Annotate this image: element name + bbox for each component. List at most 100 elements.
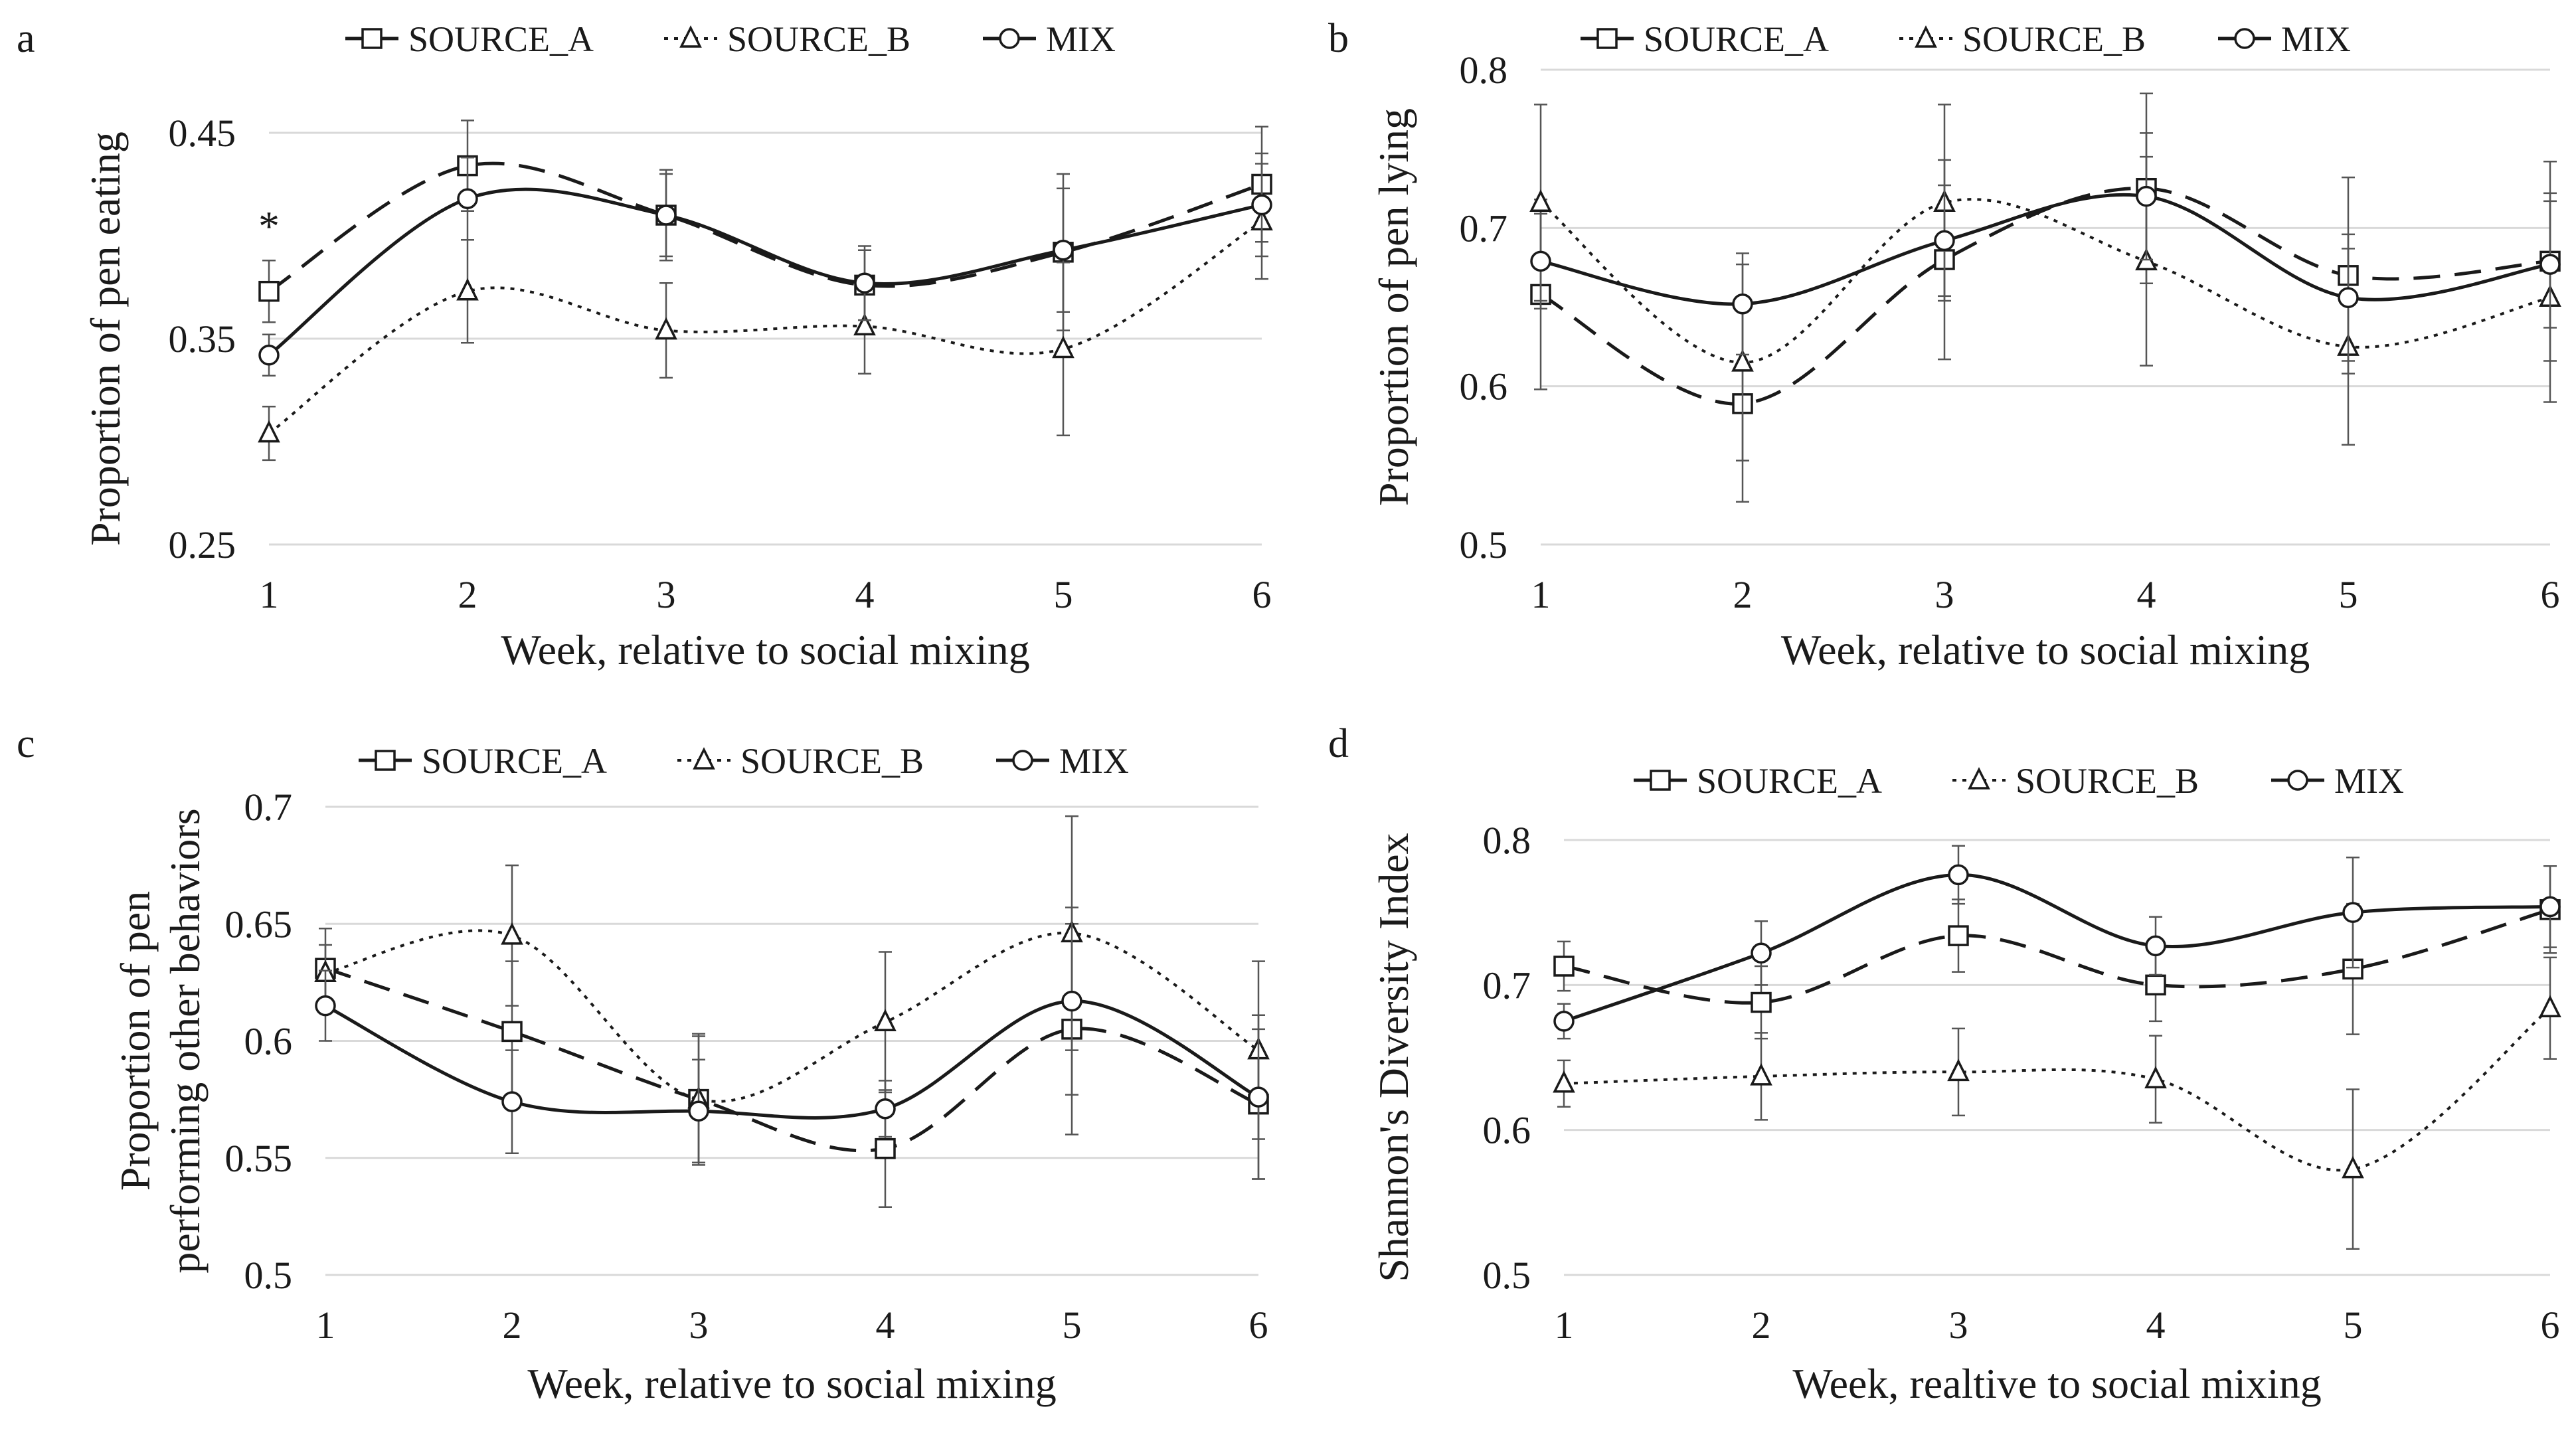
- data-point: [688, 1100, 709, 1122]
- data-point: [874, 1009, 897, 1032]
- x-tick-label: 6: [1249, 1304, 1268, 1347]
- data-point: [875, 1098, 896, 1120]
- data-point: [1251, 194, 1272, 216]
- data-point: [1751, 942, 1772, 964]
- x-tick-label: 4: [2137, 573, 2156, 616]
- legend-marker: [1968, 767, 1990, 790]
- x-tick-label: 6: [1252, 573, 1272, 616]
- series-source-b: [1529, 104, 2561, 462]
- x-tick-label: 3: [657, 573, 676, 616]
- data-point: [457, 188, 478, 209]
- x-tick-label: 1: [1555, 1304, 1574, 1347]
- y-tick-label: 0.5: [1460, 523, 1508, 566]
- series-mix: [1530, 132, 2561, 362]
- legend: SOURCE_A SOURCE_B MIX: [1634, 761, 2404, 801]
- x-tick-label: 3: [1949, 1304, 1968, 1347]
- y-tick-label: 0.45: [169, 112, 236, 155]
- legend-item: SOURCE_A: [359, 741, 607, 781]
- series-source-a: [315, 923, 1269, 1209]
- series-source-b: [1553, 956, 2561, 1250]
- series-line: [1539, 187, 2551, 406]
- series-line: [324, 999, 1260, 1120]
- y-tick-label: 0.7: [1483, 964, 1531, 1007]
- data-point: [501, 1091, 523, 1112]
- data-point: [854, 272, 875, 294]
- data-point: [1553, 1070, 1575, 1093]
- y-tick-label: 0.5: [244, 1254, 293, 1297]
- legend-label: SOURCE_A: [408, 19, 594, 59]
- x-tick-label: 5: [2339, 573, 2358, 616]
- x-tick-label: 6: [2541, 573, 2560, 616]
- panel-letter: a: [17, 16, 35, 61]
- data-point: [501, 922, 523, 945]
- data-point: [1530, 250, 1551, 272]
- x-tick-label: 4: [855, 573, 875, 616]
- legend-marker: [2287, 770, 2308, 791]
- series-line: [325, 966, 1259, 1153]
- data-point: [2539, 254, 2561, 275]
- legend-marker: [375, 750, 396, 771]
- legend-label: MIX: [2281, 19, 2351, 59]
- series-line: [1563, 1007, 2551, 1172]
- legend-marker: [693, 747, 715, 770]
- legend-label: SOURCE_B: [2016, 761, 2199, 801]
- y-tick-label: 0.8: [1460, 48, 1508, 92]
- data-point: [456, 278, 479, 301]
- legend: SOURCE_A SOURCE_B MIX: [345, 19, 1116, 59]
- data-point: [1061, 990, 1082, 1012]
- data-point: [1948, 864, 1969, 886]
- x-axis-label: Week, realtive to social mixing: [1792, 1360, 2321, 1407]
- x-tick-label: 3: [689, 1304, 709, 1347]
- legend-marker: [1915, 25, 1937, 48]
- legend-label: SOURCE_A: [422, 741, 607, 781]
- data-point: [315, 995, 336, 1017]
- legend-label: MIX: [1046, 19, 1116, 59]
- legend-item: MIX: [983, 19, 1116, 59]
- x-tick-label: 5: [1054, 573, 1073, 616]
- y-axis-label: Shannon's Diversity Index: [1370, 833, 1417, 1282]
- panel-letter: c: [17, 721, 35, 766]
- y-tick-label: 0.35: [169, 317, 236, 361]
- panel-a: a 0.25 0.35 0.45 1 2 3 4 5 6 Week, relative to soc…: [17, 16, 1273, 673]
- x-tick-label: 4: [2146, 1304, 2166, 1347]
- series-line: [1563, 873, 2551, 1023]
- data-point: [2338, 287, 2359, 308]
- x-tick-label: 2: [458, 573, 477, 616]
- data-point: [1248, 1086, 1269, 1108]
- legend-label: MIX: [2334, 761, 2404, 801]
- y-tick-label: 0.55: [225, 1137, 293, 1180]
- data-point: [655, 317, 677, 340]
- series-mix: [258, 152, 1272, 377]
- panel-d: d 0.5 0.6 0.7 0.8 1 2 3 4 5 6 Week, realtive to soc…: [1328, 721, 2561, 1407]
- data-point: [1731, 349, 1754, 372]
- data-point: [1052, 335, 1074, 359]
- series-line: [268, 187, 1262, 357]
- y-tick-label: 0.7: [1460, 207, 1508, 250]
- data-point: [2145, 935, 2166, 957]
- legend-marker: [999, 28, 1020, 49]
- x-tick-label: 6: [2541, 1304, 2560, 1347]
- legend-label: SOURCE_B: [727, 19, 910, 59]
- data-point: [258, 345, 280, 366]
- y-axis-label-line: performing other behaviors: [161, 808, 209, 1273]
- data-point: [1947, 1058, 1970, 1082]
- legend-item: MIX: [2271, 761, 2404, 801]
- series-source-b: [314, 815, 1270, 1164]
- data-point: [2342, 1155, 2364, 1179]
- data-point: [1553, 1011, 1575, 1032]
- data-point: [258, 280, 280, 302]
- series-line: [1563, 908, 2551, 1005]
- data-point: [655, 205, 677, 226]
- legend-item: SOURCE_B: [664, 19, 910, 59]
- series-line: [1539, 198, 2551, 364]
- x-axis-label: Week, relative to social mixing: [527, 1360, 1056, 1407]
- y-tick-label: 0.6: [1483, 1109, 1531, 1152]
- x-tick-label: 2: [503, 1304, 522, 1347]
- legend-marker: [1012, 750, 1033, 771]
- legend: SOURCE_A SOURCE_B MIX: [1581, 19, 2351, 59]
- x-tick-label: 3: [1935, 573, 1954, 616]
- legend-marker: [679, 25, 702, 48]
- legend-item: SOURCE_A: [1581, 19, 1829, 59]
- legend-label: SOURCE_B: [1962, 19, 2146, 59]
- series-source-b: [258, 163, 1273, 462]
